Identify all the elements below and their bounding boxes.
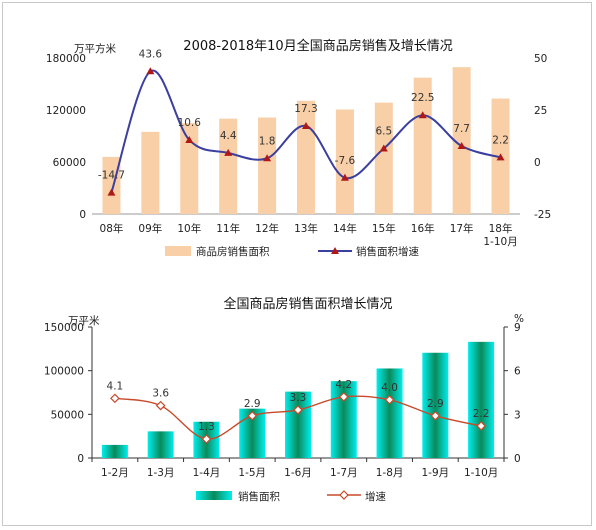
y-left-tick-label: 60000 <box>53 157 86 169</box>
growth-rate-label: 2.2 <box>492 134 509 146</box>
chart-frame <box>2 2 592 526</box>
x-category-label: 14年 <box>333 222 357 235</box>
y-right-tick-label: 0 <box>534 157 541 169</box>
growth-rate-label: 17.3 <box>294 103 317 115</box>
growth-rate-label: 6.5 <box>375 125 392 137</box>
x-category-label: 10年 <box>177 222 201 235</box>
growth-rate-point <box>340 173 349 181</box>
y-left-tick-label: 180000 <box>46 53 86 65</box>
x-category-label: 08年 <box>100 222 124 235</box>
x-category-label: 12年 <box>255 222 279 235</box>
x-category-sublabel: 1-10月 <box>483 236 517 248</box>
bar-sales-area <box>219 118 238 214</box>
chart-title: 2008-2018年10月全国商品房销售及增长情况 <box>183 38 452 54</box>
growth-rate-label: 1.8 <box>259 135 276 147</box>
growth-rate-label: 4.4 <box>220 130 237 142</box>
x-category-label: 11年 <box>216 222 240 235</box>
x-category-label: 18年 <box>489 222 513 235</box>
growth-rate-point <box>146 67 155 75</box>
growth-rate-point <box>418 111 427 119</box>
legend-marker-triangle-icon <box>331 247 339 254</box>
y-left-tick-label: 120000 <box>46 105 86 117</box>
bar-sales-area <box>180 123 199 214</box>
growth-rate-label: 10.6 <box>178 117 202 129</box>
x-category-label: 16年 <box>411 222 435 235</box>
y-left-tick-label: 0 <box>79 209 86 221</box>
x-category-label: 15年 <box>372 222 396 235</box>
growth-rate-point <box>457 141 466 149</box>
legend-label-line: 销售面积增速 <box>356 245 419 258</box>
growth-rate-point <box>496 153 505 161</box>
growth-rate-label: 43.6 <box>139 48 163 60</box>
bar-sales-area <box>335 109 354 214</box>
growth-rate-point <box>107 188 116 196</box>
legend-label-bar: 商品房销售面积 <box>196 245 270 258</box>
bar-sales-area <box>452 67 471 214</box>
chart-sales-2008-2018: 2008-2018年10月全国商品房销售及增长情况 万平方米 0 60000 120… <box>46 38 551 258</box>
left-axis-unit: 万平方米 <box>74 42 116 55</box>
y-right-tick-label: 25 <box>534 105 547 117</box>
bar-sales-area <box>374 102 393 214</box>
x-category-label: 17年 <box>450 222 474 235</box>
growth-rate-point <box>263 154 272 162</box>
growth-rate-point <box>302 122 310 130</box>
bar-sales-area <box>258 117 277 214</box>
growth-rate-label: 22.5 <box>411 92 434 104</box>
growth-rate-label: 7.7 <box>453 123 470 135</box>
growth-rate-point <box>224 148 233 156</box>
growth-rate-point <box>185 135 194 143</box>
growth-rate-line <box>110 69 501 193</box>
bar-sales-area <box>141 131 160 214</box>
x-category-label: 13年 <box>294 222 318 235</box>
growth-rate-point <box>379 144 388 152</box>
y-right-tick-label: 50 <box>534 53 547 65</box>
x-category-label: 09年 <box>138 222 162 235</box>
bar-sales-area <box>297 100 315 214</box>
legend-swatch-bar <box>165 246 191 256</box>
growth-rate-label: -7.6 <box>335 155 356 167</box>
growth-rate-label: -14.7 <box>98 170 125 182</box>
bar-sales-area <box>413 77 432 214</box>
bar-sales-area <box>102 156 121 214</box>
y-right-tick-label: -25 <box>534 209 551 221</box>
